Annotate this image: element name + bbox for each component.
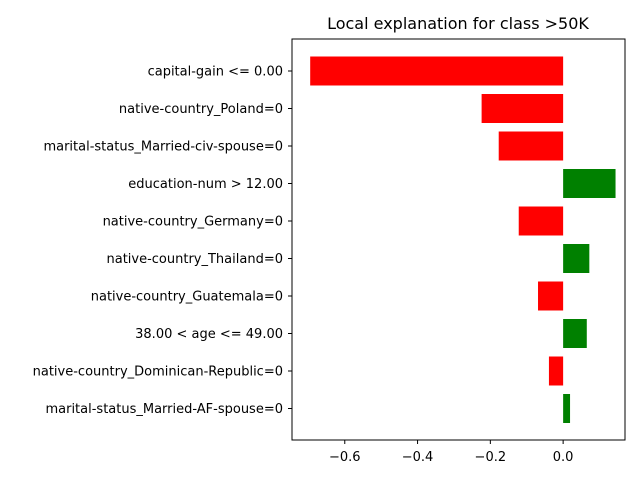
bar	[481, 94, 564, 123]
bar	[538, 281, 564, 311]
bar	[498, 131, 564, 161]
bar	[310, 56, 564, 86]
bar	[563, 319, 587, 348]
x-tick-label: −0.4	[402, 450, 434, 465]
x-tick-label: 0.0	[553, 450, 574, 465]
bar	[563, 394, 571, 423]
bar	[518, 206, 564, 236]
category-label: native-country_Dominican-Republic=0	[33, 365, 283, 380]
category-labels: capital-gain <= 0.00 native-country_Polan…	[33, 65, 292, 417]
plot-frame	[291, 38, 626, 441]
bar	[563, 169, 616, 198]
chart-title: Local explanation for class >50K	[327, 14, 589, 33]
category-label: 38.00 < age <= 49.00	[135, 327, 283, 342]
category-label: native-country_Germany=0	[103, 215, 283, 230]
x-tick-label: −0.2	[475, 450, 507, 465]
x-tick-label: −0.6	[329, 450, 361, 465]
bar	[563, 244, 590, 273]
category-label: native-country_Guatemala=0	[91, 290, 283, 305]
category-label: capital-gain <= 0.00	[148, 65, 283, 80]
bar	[548, 356, 564, 386]
category-label: education-num > 12.00	[128, 177, 283, 192]
bars-layer	[310, 56, 616, 423]
category-label: native-country_Thailand=0	[106, 252, 283, 267]
x-axis-ticks: −0.6 −0.4 −0.2 0.0	[329, 440, 573, 465]
category-label: marital-status_Married-AF-spouse=0	[45, 402, 283, 417]
category-label: native-country_Poland=0	[119, 102, 283, 117]
category-label: marital-status_Married-civ-spouse=0	[43, 140, 283, 155]
